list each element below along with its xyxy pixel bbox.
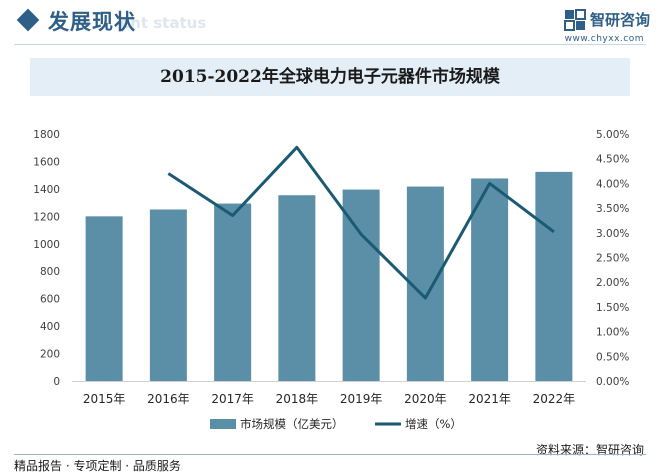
footer-tagline: 精品报告 · 专项定制 · 品质服务 <box>14 457 181 474</box>
x-tick-label: 2017年 <box>211 392 254 406</box>
chart-title: 2015-2022年全球电力电子元器件市场规模 <box>30 58 630 96</box>
header-divider <box>14 44 646 45</box>
bar <box>86 216 123 381</box>
y-left-tick-label: 1000 <box>33 239 60 251</box>
y-left-tick-label: 600 <box>40 294 60 306</box>
x-tick-label: 2020年 <box>404 392 447 406</box>
diamond-icon <box>17 9 40 32</box>
zhiyan-logo-icon <box>564 9 586 31</box>
y-left-tick-label: 800 <box>40 266 60 278</box>
legend-line-label: 增速（%） <box>405 417 462 431</box>
footer-divider <box>14 454 646 455</box>
y-left-tick-label: 200 <box>40 349 60 361</box>
bar <box>150 209 187 381</box>
section-title: 发展现状 <box>48 6 136 36</box>
y-left-tick-label: 0 <box>53 376 60 388</box>
chart: 0 200 400 600 800 1000 1200 1400 1600 1800 0.00% 0.… <box>0 100 660 440</box>
footer: 资料来源：智研咨询 精品报告 · 专项定制 · 品质服务 <box>0 440 660 473</box>
y-left-tick-label: 1800 <box>33 129 60 141</box>
x-tick-label: 2018年 <box>276 392 319 406</box>
y-left-tick-label: 1200 <box>33 211 60 223</box>
y-right-tick-label: 0.00% <box>596 376 629 388</box>
chart-title-band: 2015-2022年全球电力电子元器件市场规模 <box>30 58 630 96</box>
x-tick-label: 2022年 <box>533 392 576 406</box>
y-right-tick-label: 3.00% <box>596 228 629 240</box>
y-left-tick-label: 1600 <box>33 156 60 168</box>
bar <box>535 172 572 381</box>
y-right-tick-label: 4.00% <box>596 178 629 190</box>
x-tick-label: 2021年 <box>468 392 511 406</box>
bar <box>214 204 251 381</box>
y-right-tick-label: 5.00% <box>596 129 629 141</box>
x-tick-label: 2015年 <box>83 392 126 406</box>
y-right-tick-label: 1.50% <box>596 302 629 314</box>
y-right-tick-label: 2.00% <box>596 277 629 289</box>
y-right-tick-label: 2.50% <box>596 253 629 265</box>
x-tick-label: 2019年 <box>340 392 383 406</box>
y-right-tick-label: 1.00% <box>596 327 629 339</box>
y-left-tick-label: 1400 <box>33 184 60 196</box>
brand-name: 智研咨询 <box>590 9 650 30</box>
legend-bar-label: 市场规模（亿美元） <box>240 417 344 431</box>
source-note: 资料来源：智研咨询 <box>536 441 644 458</box>
legend-bar-swatch <box>210 419 236 429</box>
header: ent status 发展现状 智研咨询 www.chyxx.com <box>0 0 660 48</box>
brand-url: www.chyxx.com <box>565 34 644 44</box>
x-tick-label: 2016年 <box>147 392 190 406</box>
y-right-tick-label: 0.50% <box>596 351 629 363</box>
bar <box>278 195 315 381</box>
y-right-tick-label: 3.50% <box>596 203 629 215</box>
y-right-tick-label: 4.50% <box>596 154 629 166</box>
y-left-tick-label: 400 <box>40 321 60 333</box>
